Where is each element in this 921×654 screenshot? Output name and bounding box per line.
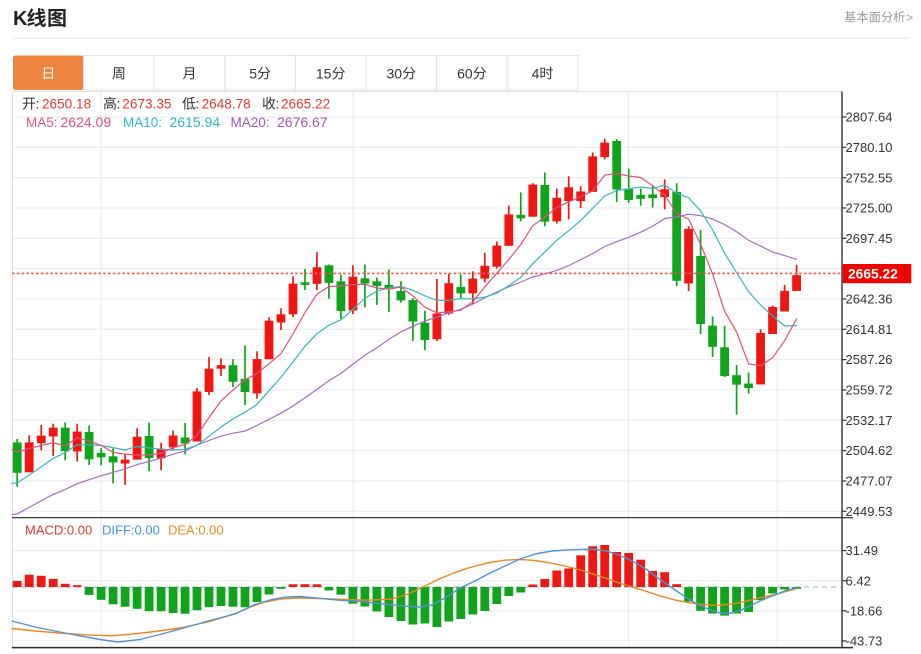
svg-text:30: 30 [387, 65, 403, 81]
svg-text:>: > [906, 11, 913, 25]
svg-text:MA10:: MA10: [123, 115, 162, 130]
svg-text::: : [117, 97, 121, 112]
svg-text:2697.45: 2697.45 [846, 231, 893, 246]
svg-text:2665.22: 2665.22 [848, 267, 898, 282]
svg-text:MACD:0.00: MACD:0.00 [25, 523, 92, 538]
svg-text:31.49: 31.49 [846, 543, 879, 558]
svg-text::: : [276, 97, 280, 112]
svg-text:2665.22: 2665.22 [281, 97, 330, 112]
svg-text:2449.53: 2449.53 [846, 504, 893, 519]
svg-text:2504.62: 2504.62 [846, 443, 893, 458]
svg-text:-43.73: -43.73 [846, 634, 883, 649]
svg-text:60: 60 [457, 65, 473, 81]
svg-text:2559.72: 2559.72 [846, 383, 893, 398]
svg-text:2807.64: 2807.64 [846, 110, 893, 125]
svg-text:2614.81: 2614.81 [846, 322, 893, 337]
svg-text:15: 15 [316, 65, 332, 81]
svg-text:2673.35: 2673.35 [122, 97, 171, 112]
svg-text:2532.17: 2532.17 [846, 413, 893, 428]
svg-text:5: 5 [249, 65, 257, 81]
svg-text:DIFF:0.00: DIFF:0.00 [102, 523, 160, 538]
svg-text:-18.66: -18.66 [846, 603, 883, 618]
svg-text:2780.10: 2780.10 [846, 140, 893, 155]
svg-text:2624.09: 2624.09 [61, 114, 112, 130]
svg-text::: : [36, 97, 40, 112]
svg-text:4: 4 [532, 65, 540, 81]
svg-text:2650.18: 2650.18 [42, 97, 91, 112]
svg-text:2615.94: 2615.94 [170, 114, 221, 130]
svg-text:2477.07: 2477.07 [846, 474, 893, 489]
svg-text:MA20:: MA20: [231, 115, 270, 130]
svg-text:2587.26: 2587.26 [846, 352, 893, 367]
svg-text::: : [196, 97, 200, 112]
svg-text:2752.55: 2752.55 [846, 170, 893, 185]
svg-text:6.42: 6.42 [846, 573, 871, 588]
svg-text:2725.00: 2725.00 [846, 201, 893, 216]
svg-text:MA5:: MA5: [26, 115, 58, 130]
svg-text:2676.67: 2676.67 [277, 114, 328, 130]
svg-text:2642.36: 2642.36 [846, 292, 893, 307]
svg-text:K: K [13, 8, 28, 30]
svg-text:2648.78: 2648.78 [202, 97, 251, 112]
svg-text:DEA:0.00: DEA:0.00 [168, 523, 224, 538]
